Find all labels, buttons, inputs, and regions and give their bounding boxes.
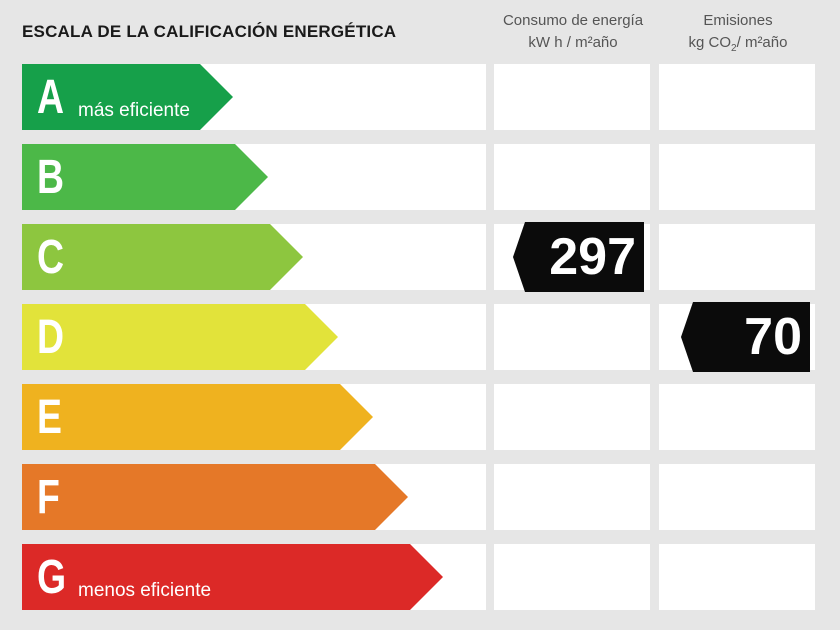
consumo-value-label: 297 [549,228,636,286]
band-note-g: menos eficiente [78,580,212,601]
band-c [22,224,303,290]
emisiones-marker-shape [681,302,810,372]
band-letter-g: G [37,551,67,604]
consumo-cell-g [494,544,650,610]
emisiones-cell-f [659,464,815,530]
consumo-cell-b [494,144,650,210]
band-letter-e: E [37,391,62,444]
emisiones-header-line1: Emisiones [703,12,773,29]
emisiones-header-unit: kg CO2/ m²año [688,34,788,54]
consumo-header-unit: kW h / m²año [528,34,618,51]
band-letter-b: B [37,151,65,204]
consumo-value-marker [513,222,644,292]
consumo-cell-f [494,464,650,530]
band-a [22,64,233,130]
band-b [22,144,268,210]
band-shape-d [22,304,338,370]
emisiones-column-header: Emisiones kg CO2/ m²año [659,10,817,60]
consumo-header-line1: Consumo de energía [502,12,644,29]
emisiones-value-marker [681,302,810,372]
band-shape-g [22,544,443,610]
emisiones-value-label: 70 [744,308,802,366]
band-letter-f: F [37,471,60,524]
band-shape-a [22,64,233,130]
emisiones-cell-c [659,224,815,290]
band-letter-d: D [37,311,65,364]
consumo-cell-d [494,304,650,370]
band-shape-e [22,384,373,450]
band-note-a: más eficiente [78,100,190,121]
band-letter-c: C [37,231,65,284]
band-shape-b [22,144,268,210]
consumo-marker-shape [513,222,644,292]
chart-title: ESCALA DE LA CALIFICACIÓN ENERGÉTICA [22,22,397,41]
emisiones-cell-g [659,544,815,610]
band-shape-c [22,224,303,290]
emisiones-cell-a [659,64,815,130]
emisiones-cell-b [659,144,815,210]
consumo-cell-e [494,384,650,450]
band-e [22,384,373,450]
consumo-cell-a [494,64,650,130]
emisiones-cell-e [659,384,815,450]
band-letter-a: A [37,71,65,124]
band-g [22,544,443,610]
consumo-column-header: Consumo de energía kW h / m²año [494,10,652,54]
band-d [22,304,338,370]
band-f [22,464,408,530]
band-shape-f [22,464,408,530]
